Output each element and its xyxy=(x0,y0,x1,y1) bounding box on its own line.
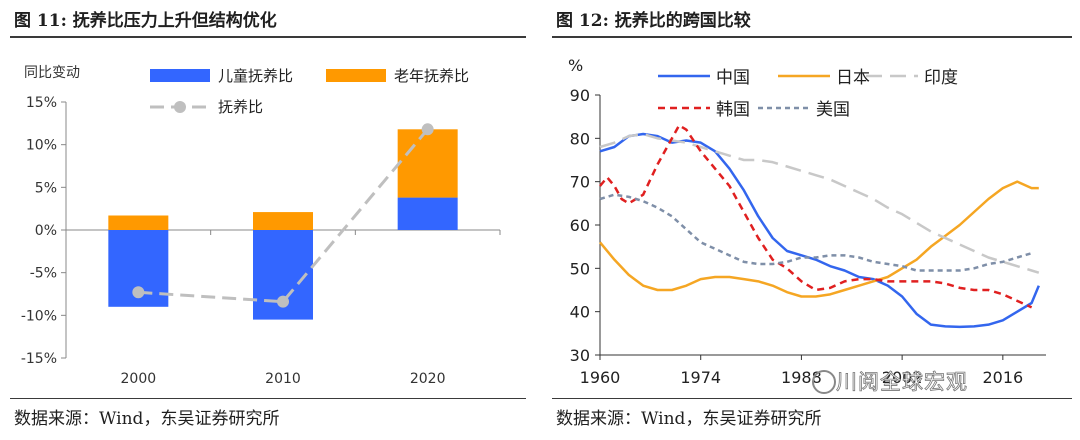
y-tick-label: 5% xyxy=(35,180,57,196)
legend-label-2: 印度 xyxy=(924,68,958,88)
right-title-rule xyxy=(552,36,1072,38)
y-tick-label: -5% xyxy=(30,266,57,282)
line-point xyxy=(421,123,434,136)
y-tick-label: 15% xyxy=(26,95,57,111)
y-tick-label: -15% xyxy=(21,351,57,367)
y-tick-label: 10% xyxy=(26,138,57,154)
y-axis-label: % xyxy=(568,56,583,75)
bar-segment xyxy=(397,197,458,230)
series-line-1 xyxy=(599,180,1039,298)
line-point xyxy=(132,286,145,299)
legend-swatch-child xyxy=(150,69,210,82)
series-line-2 xyxy=(599,132,1040,274)
legend-label-0: 中国 xyxy=(716,68,750,88)
series-line-4 xyxy=(599,193,1032,272)
legend-label-child: 儿童抚养比 xyxy=(218,67,293,85)
series-line-3 xyxy=(599,124,1033,309)
legend-label-1: 日本 xyxy=(836,68,870,88)
x-tick-label: 2000 xyxy=(121,371,157,387)
x-tick-label: 2016 xyxy=(982,368,1023,387)
legend-label-3: 韩国 xyxy=(716,100,750,120)
x-tick-label: 2020 xyxy=(410,371,446,387)
y-tick-label: 70 xyxy=(570,173,590,192)
right-source: 数据来源：Wind，东吴证券研究所 xyxy=(556,409,822,429)
series-line-0 xyxy=(599,132,1040,329)
y-tick-label: 0% xyxy=(35,223,57,239)
watermark-text: 川阅全球宏观 xyxy=(836,370,968,395)
y-tick-label: 40 xyxy=(570,303,590,322)
left-source: 数据来源：Wind，东吴证券研究所 xyxy=(14,409,280,429)
x-tick-label: 2010 xyxy=(265,371,301,387)
line-point xyxy=(277,295,289,308)
right-footer-rule xyxy=(552,398,1072,399)
legend-label-elderly: 老年抚养比 xyxy=(394,67,469,85)
total-dependency-line xyxy=(138,128,429,304)
bar-segment xyxy=(253,212,313,230)
wechat-icon xyxy=(812,370,836,394)
legend-marker-total xyxy=(174,101,186,113)
x-tick-label: 1974 xyxy=(680,368,721,387)
y-tick-label: 60 xyxy=(570,216,590,235)
right-chart-title: 图 12: 抚养比的跨国比较 xyxy=(556,11,751,31)
x-tick-label: 1960 xyxy=(580,368,621,387)
bar-segment xyxy=(397,129,458,198)
legend-swatch-elderly xyxy=(326,69,386,82)
y-tick-label: 50 xyxy=(570,259,590,278)
y-tick-label: -10% xyxy=(21,308,57,324)
left-chart: -15% -10% -5% 0% 5% 10% 15% 2000 2010 2020 同比变动 儿童抚… xyxy=(21,65,501,387)
legend-label-4: 美国 xyxy=(816,100,850,120)
x-tick-label: 1988 xyxy=(781,368,822,387)
x-tick-label: 2002 xyxy=(882,368,923,387)
right-chart: 30 40 50 60 70 80 90 1960 1974 1988 2002 2016% 中国 日本 印… xyxy=(568,56,1046,387)
legend-label-total: 抚养比 xyxy=(218,98,263,116)
y-tick-label: 90 xyxy=(570,86,590,105)
left-title-rule xyxy=(10,36,526,38)
y-axis-label: 同比变动 xyxy=(24,65,80,81)
y-tick-label: 80 xyxy=(570,129,590,148)
left-chart-title: 图 11: 抚养比压力上升但结构优化 xyxy=(14,11,277,31)
bar-segment xyxy=(108,215,169,230)
y-tick-label: 30 xyxy=(570,346,590,365)
left-footer-rule xyxy=(10,398,526,399)
